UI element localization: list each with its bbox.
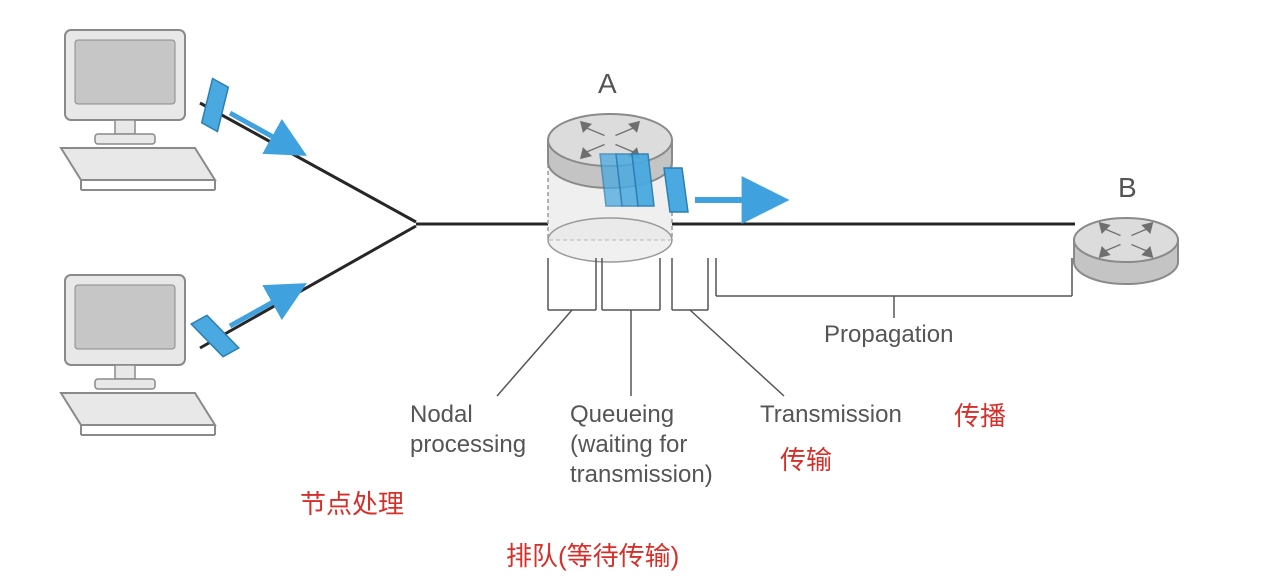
- packet-icon: [191, 309, 239, 362]
- queueing-label-zh: 排队(等待传输): [506, 540, 679, 573]
- bracket: [672, 258, 708, 310]
- host-computer-icon: [61, 275, 215, 435]
- propagation-label-en: Propagation: [824, 320, 953, 350]
- propagation-label-zh: 传播: [954, 400, 1006, 433]
- packet-arrow-icon: [230, 287, 300, 326]
- router-icon: [1074, 218, 1178, 284]
- router-a-label: A: [598, 66, 617, 101]
- leader-line: [497, 310, 572, 396]
- nodal-processing-label-zh: 节点处理: [300, 488, 404, 521]
- transmission-label-en: Transmission: [760, 400, 902, 430]
- bracket: [602, 258, 660, 310]
- host-computer-icon: [61, 30, 215, 190]
- bracket: [716, 258, 1072, 296]
- diagram-root: { "canvas": { "w": 1280, "h": 588, "bg":…: [0, 0, 1280, 588]
- packet-icon: [191, 78, 239, 131]
- bracket: [548, 258, 596, 310]
- leader-line: [690, 310, 784, 396]
- diagram-svg: [0, 0, 1280, 588]
- nodal-processing-label-en: Nodal processing: [410, 400, 526, 460]
- transmission-label-zh: 传输: [780, 444, 832, 477]
- router-b-label: B: [1118, 170, 1137, 205]
- packet-arrow-icon: [230, 113, 300, 152]
- queueing-label-en: Queueing (waiting for transmission): [570, 400, 713, 490]
